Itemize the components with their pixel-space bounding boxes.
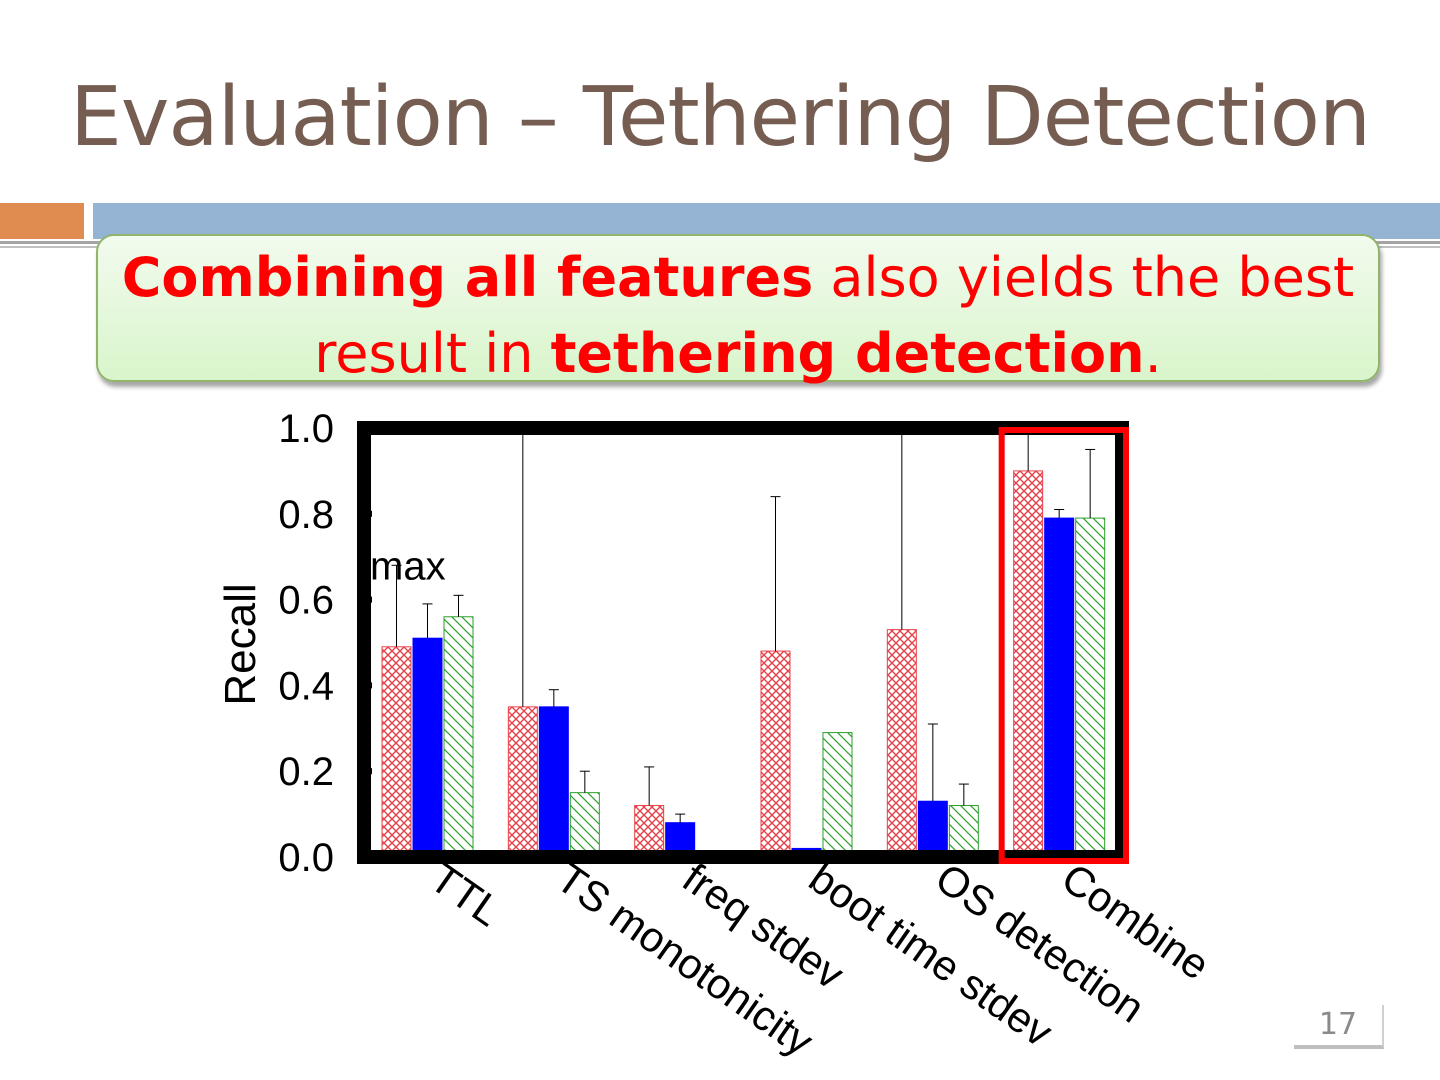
bar-2-4 — [917, 800, 948, 858]
y-axis-label: Recall — [216, 583, 265, 705]
y-tick-label-1: 0.2 — [278, 750, 334, 794]
accent-bar-orange — [0, 203, 84, 239]
bar-1-5 — [1013, 470, 1044, 858]
y-tick-label-2: 0.4 — [278, 664, 334, 708]
bar-3-3 — [822, 732, 853, 858]
slide-title: Evaluation – Tethering Detection — [70, 70, 1371, 165]
bar-3-4 — [948, 805, 979, 858]
annotation-max: max — [370, 544, 446, 588]
bar-3-1 — [569, 792, 600, 858]
bar-1-3 — [760, 650, 791, 858]
bar-3-5 — [1075, 517, 1106, 858]
bar-2-5 — [1044, 517, 1075, 858]
callout-text-2: . — [1144, 322, 1162, 385]
bar-2-1 — [538, 706, 569, 858]
y-tick-label-3: 0.6 — [278, 579, 334, 623]
y-tick-label-5: 1.0 — [278, 407, 334, 451]
y-tick-label-4: 0.8 — [278, 493, 334, 537]
highlight-box-combine — [998, 427, 1130, 864]
callout-box: Combining all features also yields the b… — [96, 234, 1380, 385]
bar-1-0 — [381, 646, 412, 858]
y-tick-label-0: 0.0 — [278, 836, 334, 880]
plot-frame — [357, 421, 1129, 864]
bar-2-0 — [412, 637, 443, 858]
bar-1-2 — [634, 805, 665, 858]
callout-bold-phrase-1: Combining all features — [121, 246, 814, 309]
slide-number: 17 — [1294, 1005, 1384, 1049]
callout-bold-phrase-2: tethering detection — [550, 322, 1145, 385]
bar-1-1 — [507, 706, 538, 858]
bar-3-0 — [443, 616, 474, 858]
bar-1-4 — [886, 629, 917, 858]
x-tick-label-0: TTL — [422, 854, 510, 935]
accent-bar-blue — [93, 203, 1440, 239]
callout-text-1: also yields the best result in — [314, 246, 1355, 385]
